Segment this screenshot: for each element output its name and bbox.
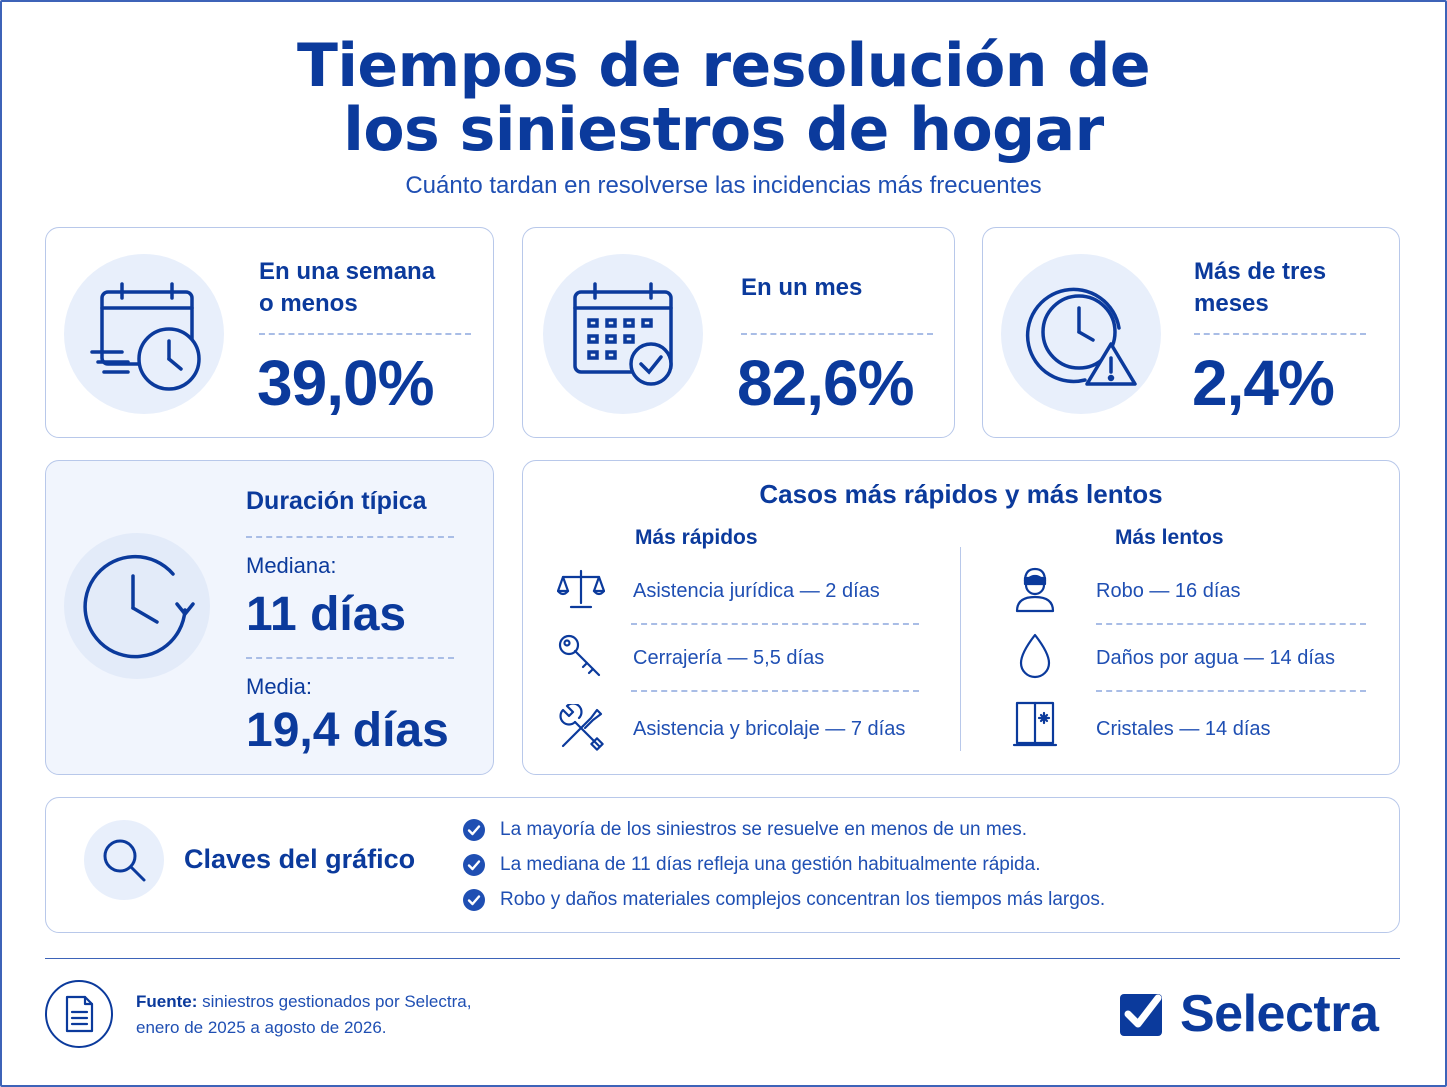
duration-card: Duración típica Mediana: 11 días Media: …: [45, 460, 494, 775]
median-label: Mediana:: [246, 553, 337, 578]
fast-case-2: Cerrajería — 5,5 días: [633, 647, 825, 669]
mean-value: 19,4 días: [246, 704, 449, 757]
stat-card-three-months: Más de tres meses 2,4%: [982, 227, 1400, 438]
mean-label: Media:: [246, 674, 313, 699]
stat-label-three-months: Más de tres meses: [1194, 258, 1327, 317]
divider: [246, 657, 454, 659]
key-item: La mayoría de los siniestros se resuelve…: [462, 818, 1027, 842]
fast-case-3: Asistencia y bricolaje — 7 días: [633, 718, 906, 740]
stat-label-week: En una semana o menos: [259, 258, 436, 317]
slow-case-1: Robo — 16 días: [1096, 580, 1241, 602]
fast-case-1: Asistencia jurídica — 2 días: [633, 580, 880, 602]
burglar-icon: [1011, 565, 1059, 617]
clock-refresh-icon: [64, 533, 210, 679]
slow-case-2: Daños por agua — 14 días: [1096, 647, 1336, 669]
search-icon: [84, 820, 164, 900]
stat-value-month: 82,6%: [737, 347, 914, 419]
column-divider: [960, 547, 961, 751]
slow-case-3: Cristales — 14 días: [1096, 718, 1271, 740]
page-subtitle: Cuánto tardan en resolverse las incidenc…: [405, 172, 1042, 199]
key-item: La mediana de 11 días refleja una gestió…: [462, 853, 1040, 877]
check-circle-icon: [463, 854, 485, 876]
divider: [259, 333, 471, 335]
title-line-2: los siniestros de hogar: [343, 95, 1104, 165]
stat-label-month: En un mes: [741, 274, 863, 301]
keys-card: Claves del gráfico La mayoría de los sin…: [45, 797, 1400, 933]
document-icon: [45, 980, 113, 1048]
keys-title: Claves del gráfico: [184, 844, 416, 874]
check-circle-icon: [463, 889, 485, 911]
calendar-clock-icon: [64, 254, 224, 414]
stat-card-week: En una semana o menos 39,0%: [45, 227, 494, 438]
page-title: Tiempos de resolución de los siniestros …: [0, 34, 1447, 162]
slow-column-title: Más lentos: [1115, 526, 1224, 549]
brand-logo: Selectra: [1118, 984, 1379, 1044]
duration-title: Duración típica: [246, 487, 427, 515]
title-line-1: Tiempos de resolución de: [296, 31, 1151, 101]
stat-value-week: 39,0%: [257, 347, 434, 419]
divider: [741, 333, 933, 335]
tools-icon: [557, 702, 605, 756]
calendar-check-icon: [543, 254, 703, 414]
divider: [1096, 690, 1366, 692]
median-value: 11 días: [246, 588, 407, 641]
broken-window-icon: [1011, 699, 1059, 753]
divider: [1194, 333, 1366, 335]
key-item: Robo y daños materiales complejos concen…: [462, 888, 1105, 912]
scales-icon: [556, 567, 606, 615]
source-note: Fuente: siniestros gestionados por Selec…: [136, 992, 472, 1037]
fast-column-title: Más rápidos: [635, 526, 758, 549]
divider: [246, 536, 454, 538]
clock-warning-icon: [1001, 254, 1161, 414]
check-circle-icon: [463, 819, 485, 841]
divider: [631, 623, 919, 625]
cases-card: Casos más rápidos y más lentos Más rápid…: [522, 460, 1400, 775]
divider: [631, 690, 919, 692]
water-drop-icon: [1013, 631, 1057, 683]
key-icon: [557, 633, 605, 685]
stat-card-month: En un mes 82,6%: [522, 227, 955, 438]
divider: [1096, 623, 1366, 625]
cases-title: Casos más rápidos y más lentos: [759, 479, 1163, 509]
selectra-check-icon: [1120, 994, 1162, 1036]
footer-divider: [45, 958, 1400, 959]
stat-value-three-months: 2,4%: [1192, 347, 1335, 419]
